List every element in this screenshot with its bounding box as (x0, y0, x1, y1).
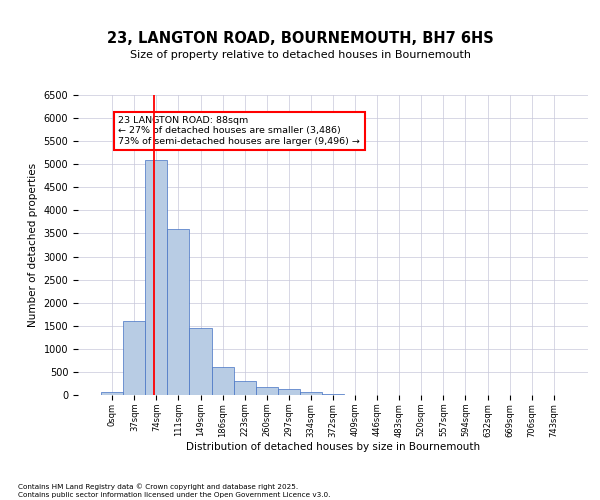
Bar (233, 381, 256, 395)
Bar (190, 328, 212, 395)
Text: 23 LANGTON ROAD: 88sqm
← 27% of detached houses are smaller (3,486)
73% of semi-: 23 LANGTON ROAD: 88sqm ← 27% of detached… (118, 116, 360, 146)
Bar (278, 389, 300, 395)
Bar (300, 392, 322, 395)
X-axis label: Distribution of detached houses by size in Bournemouth: Distribution of detached houses by size … (186, 442, 480, 452)
Text: Size of property relative to detached houses in Bournemouth: Size of property relative to detached ho… (130, 50, 470, 60)
Bar (145, 160, 167, 395)
Bar (256, 387, 278, 395)
Bar (212, 368, 233, 395)
Text: 23, LANGTON ROAD, BOURNEMOUTH, BH7 6HS: 23, LANGTON ROAD, BOURNEMOUTH, BH7 6HS (107, 31, 493, 46)
Text: Contains HM Land Registry data © Crown copyright and database right 2025.
Contai: Contains HM Land Registry data © Crown c… (18, 484, 331, 498)
Bar (167, 229, 190, 395)
Bar (322, 394, 344, 395)
Y-axis label: Number of detached properties: Number of detached properties (28, 163, 38, 327)
Bar (123, 321, 145, 395)
Bar (101, 392, 123, 395)
